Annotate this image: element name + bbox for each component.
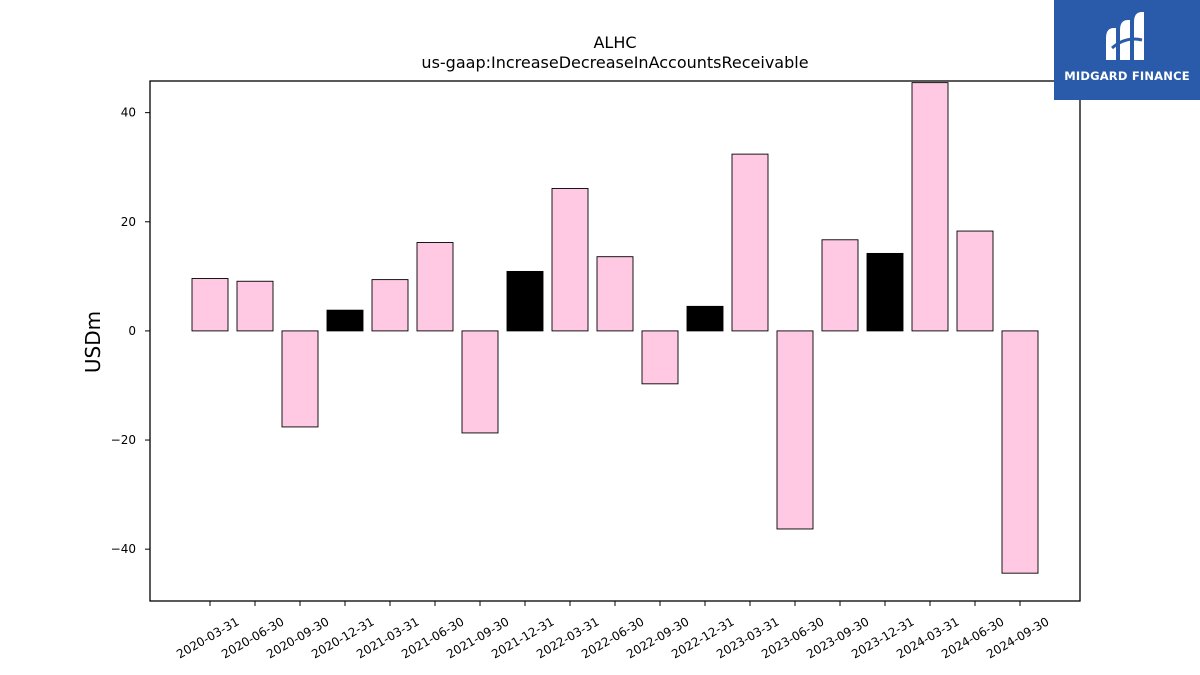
- bar-series: [191, 82, 1039, 574]
- y-tick-label: −40: [111, 542, 136, 556]
- bar-2024-03-31: [911, 82, 949, 332]
- bar-2023-12-31: [866, 252, 904, 332]
- bar-2021-03-31: [371, 279, 409, 332]
- plot-frame: [149, 80, 1081, 602]
- bar-2021-09-30: [461, 330, 499, 434]
- bar-2023-06-30: [776, 330, 814, 530]
- bar-2022-03-31: [551, 188, 589, 332]
- y-tick-label: 20: [121, 215, 136, 229]
- bar-2022-12-31: [686, 305, 724, 332]
- mf-monogram-icon: [1106, 12, 1144, 60]
- x-axis-ticks: 2020-03-312020-06-302020-09-302020-12-31…: [174, 601, 1052, 661]
- bar-2021-12-31: [506, 270, 544, 332]
- bar-2020-06-30: [236, 280, 274, 332]
- bar-2024-06-30: [956, 230, 994, 332]
- y-tick-label: −20: [111, 433, 136, 447]
- bar-2022-09-30: [641, 330, 679, 385]
- bar-2020-09-30: [281, 330, 319, 428]
- chart-subtitle: us-gaap:IncreaseDecreaseInAccountsReceiv…: [421, 53, 808, 72]
- y-axis-label: USDm: [81, 311, 105, 373]
- bar-2023-09-30: [821, 239, 859, 332]
- bar-2023-03-31: [731, 153, 769, 332]
- bar-2020-03-31: [191, 278, 229, 332]
- chart-title: ALHC: [593, 33, 636, 52]
- y-tick-label: 40: [121, 106, 136, 120]
- bar-2022-06-30: [596, 256, 634, 332]
- y-axis-ticks: −40 −20 0 20 40: [111, 106, 150, 556]
- midgard-finance-logo: MIDGARD FINANCE: [1054, 0, 1200, 100]
- bar-2024-09-30: [1001, 330, 1039, 574]
- bar-2020-12-31: [326, 309, 364, 332]
- bar-2021-06-30: [416, 242, 454, 332]
- y-tick-label: 0: [128, 324, 136, 338]
- logo-text: MIDGARD FINANCE: [1064, 69, 1190, 83]
